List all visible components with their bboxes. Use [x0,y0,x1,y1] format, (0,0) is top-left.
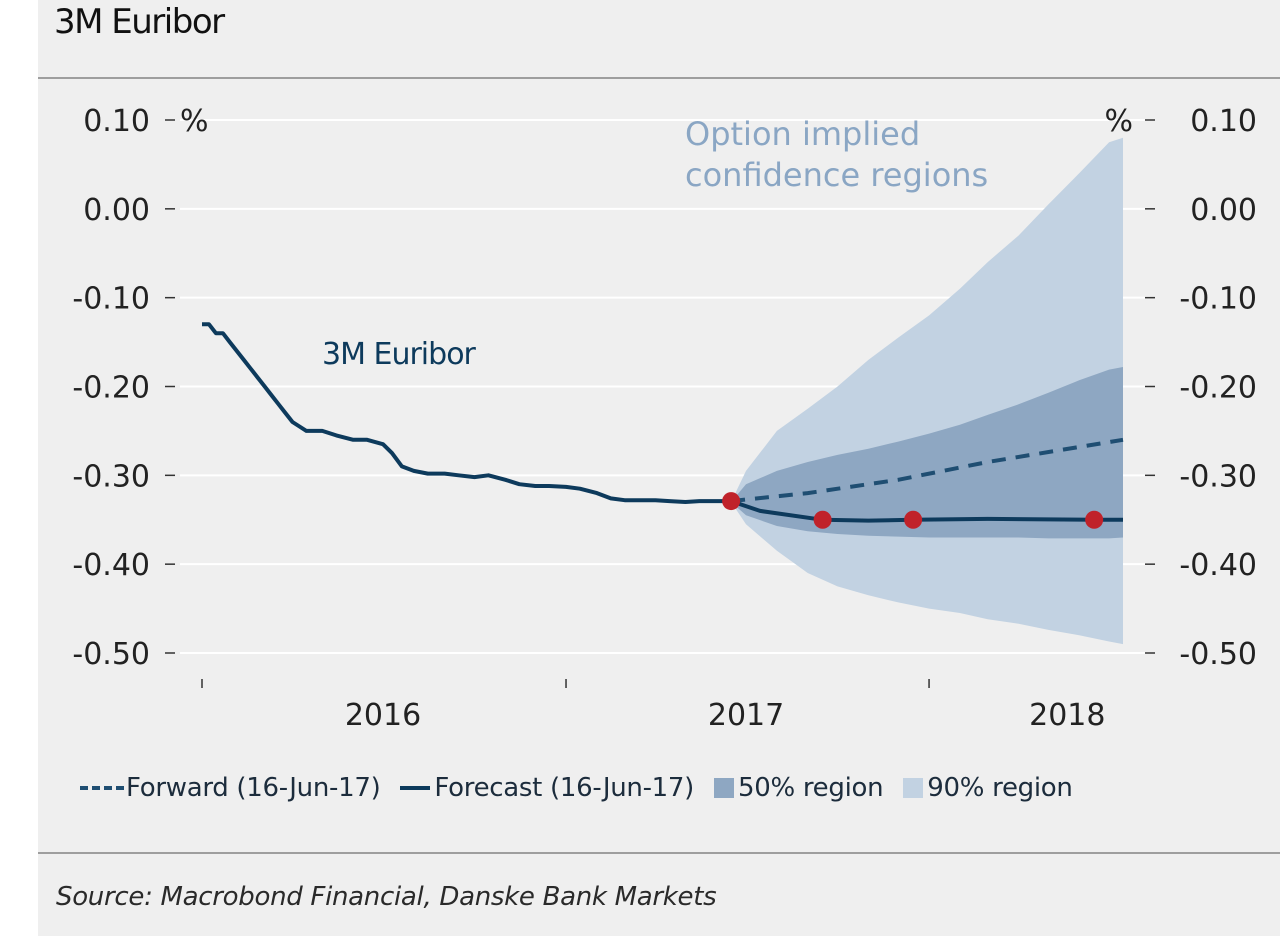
y-tick-label-left: 0.10 [83,104,150,139]
legend-dashed-swatch [80,786,124,790]
y-tick-label-right: 0.10 [1190,104,1257,139]
legend-90-swatch [903,778,924,798]
forecast-line [730,499,1123,523]
legend-solid-swatch [400,786,431,790]
annotation-3m-euribor: 3M Euribor [322,337,477,372]
series-lines [202,322,1124,523]
chart-svg: 0.10 0.10 0.00 0.00 -0.10 -0.10 -0.20 -0.20 -0.3… [72,104,1257,733]
y-tick-label-right: 0.00 [1190,193,1257,228]
y-tick-label-left: -0.30 [72,459,150,494]
y-tick-label-left: -0.20 [72,371,150,406]
annotation-option-implied: Option implied [685,115,920,153]
legend-item-50: 50% region [714,773,884,803]
x-year-label: 2017 [708,698,784,733]
chart-title: 3M Euribor [54,2,225,42]
forecast-marker [904,510,923,529]
y-unit-left: % [180,104,209,139]
chart-text: 0.10 0.10 0.00 0.00 -0.10 -0.10 -0.20 -0.20 -0.3… [72,104,1257,733]
y-tick-label-right: -0.40 [1179,548,1257,583]
forward-line [730,437,1124,504]
history-line [202,322,732,504]
y-tick-label-left: -0.40 [72,548,150,583]
legend-label-90: 90% region [927,773,1073,803]
y-tick-label-left: -0.10 [72,282,150,317]
legend-item-forward: Forward (16-Jun-17) [80,773,381,803]
y-tick-label-left: 0.00 [83,193,150,228]
forecast-markers [722,492,1104,529]
legend-item-forecast: Forecast (16-Jun-17) [400,773,694,803]
top-divider [38,77,1280,79]
forecast-marker [722,492,741,511]
x-year-label: 2016 [345,698,421,733]
y-tick-label-right: -0.50 [1179,637,1257,672]
legend-label-50: 50% region [738,773,884,803]
forecast-marker [1085,510,1104,529]
confidence-bands [731,137,1123,645]
annotation-confidence-regions: confidence regions [685,156,988,194]
y-tick-label-right: -0.10 [1179,282,1257,317]
y-tick-label-left: -0.50 [72,637,150,672]
legend-label-forward: Forward (16-Jun-17) [126,773,381,803]
x-year-label: 2018 [1029,698,1105,733]
legend: Forward (16-Jun-17) Forecast (16-Jun-17)… [80,768,1073,808]
legend-item-90: 90% region [903,773,1073,803]
source-note: Source: Macrobond Financial, Danske Bank… [56,882,717,912]
y-tick-label-right: -0.20 [1179,371,1257,406]
y-tick-label-right: -0.30 [1179,459,1257,494]
y-unit-right: % [1104,104,1133,139]
forecast-marker [813,510,832,529]
band-50-region [731,367,1123,539]
axes [165,119,1155,688]
bottom-divider [38,852,1280,854]
legend-label-forecast: Forecast (16-Jun-17) [434,773,694,803]
legend-50-swatch [714,778,734,798]
